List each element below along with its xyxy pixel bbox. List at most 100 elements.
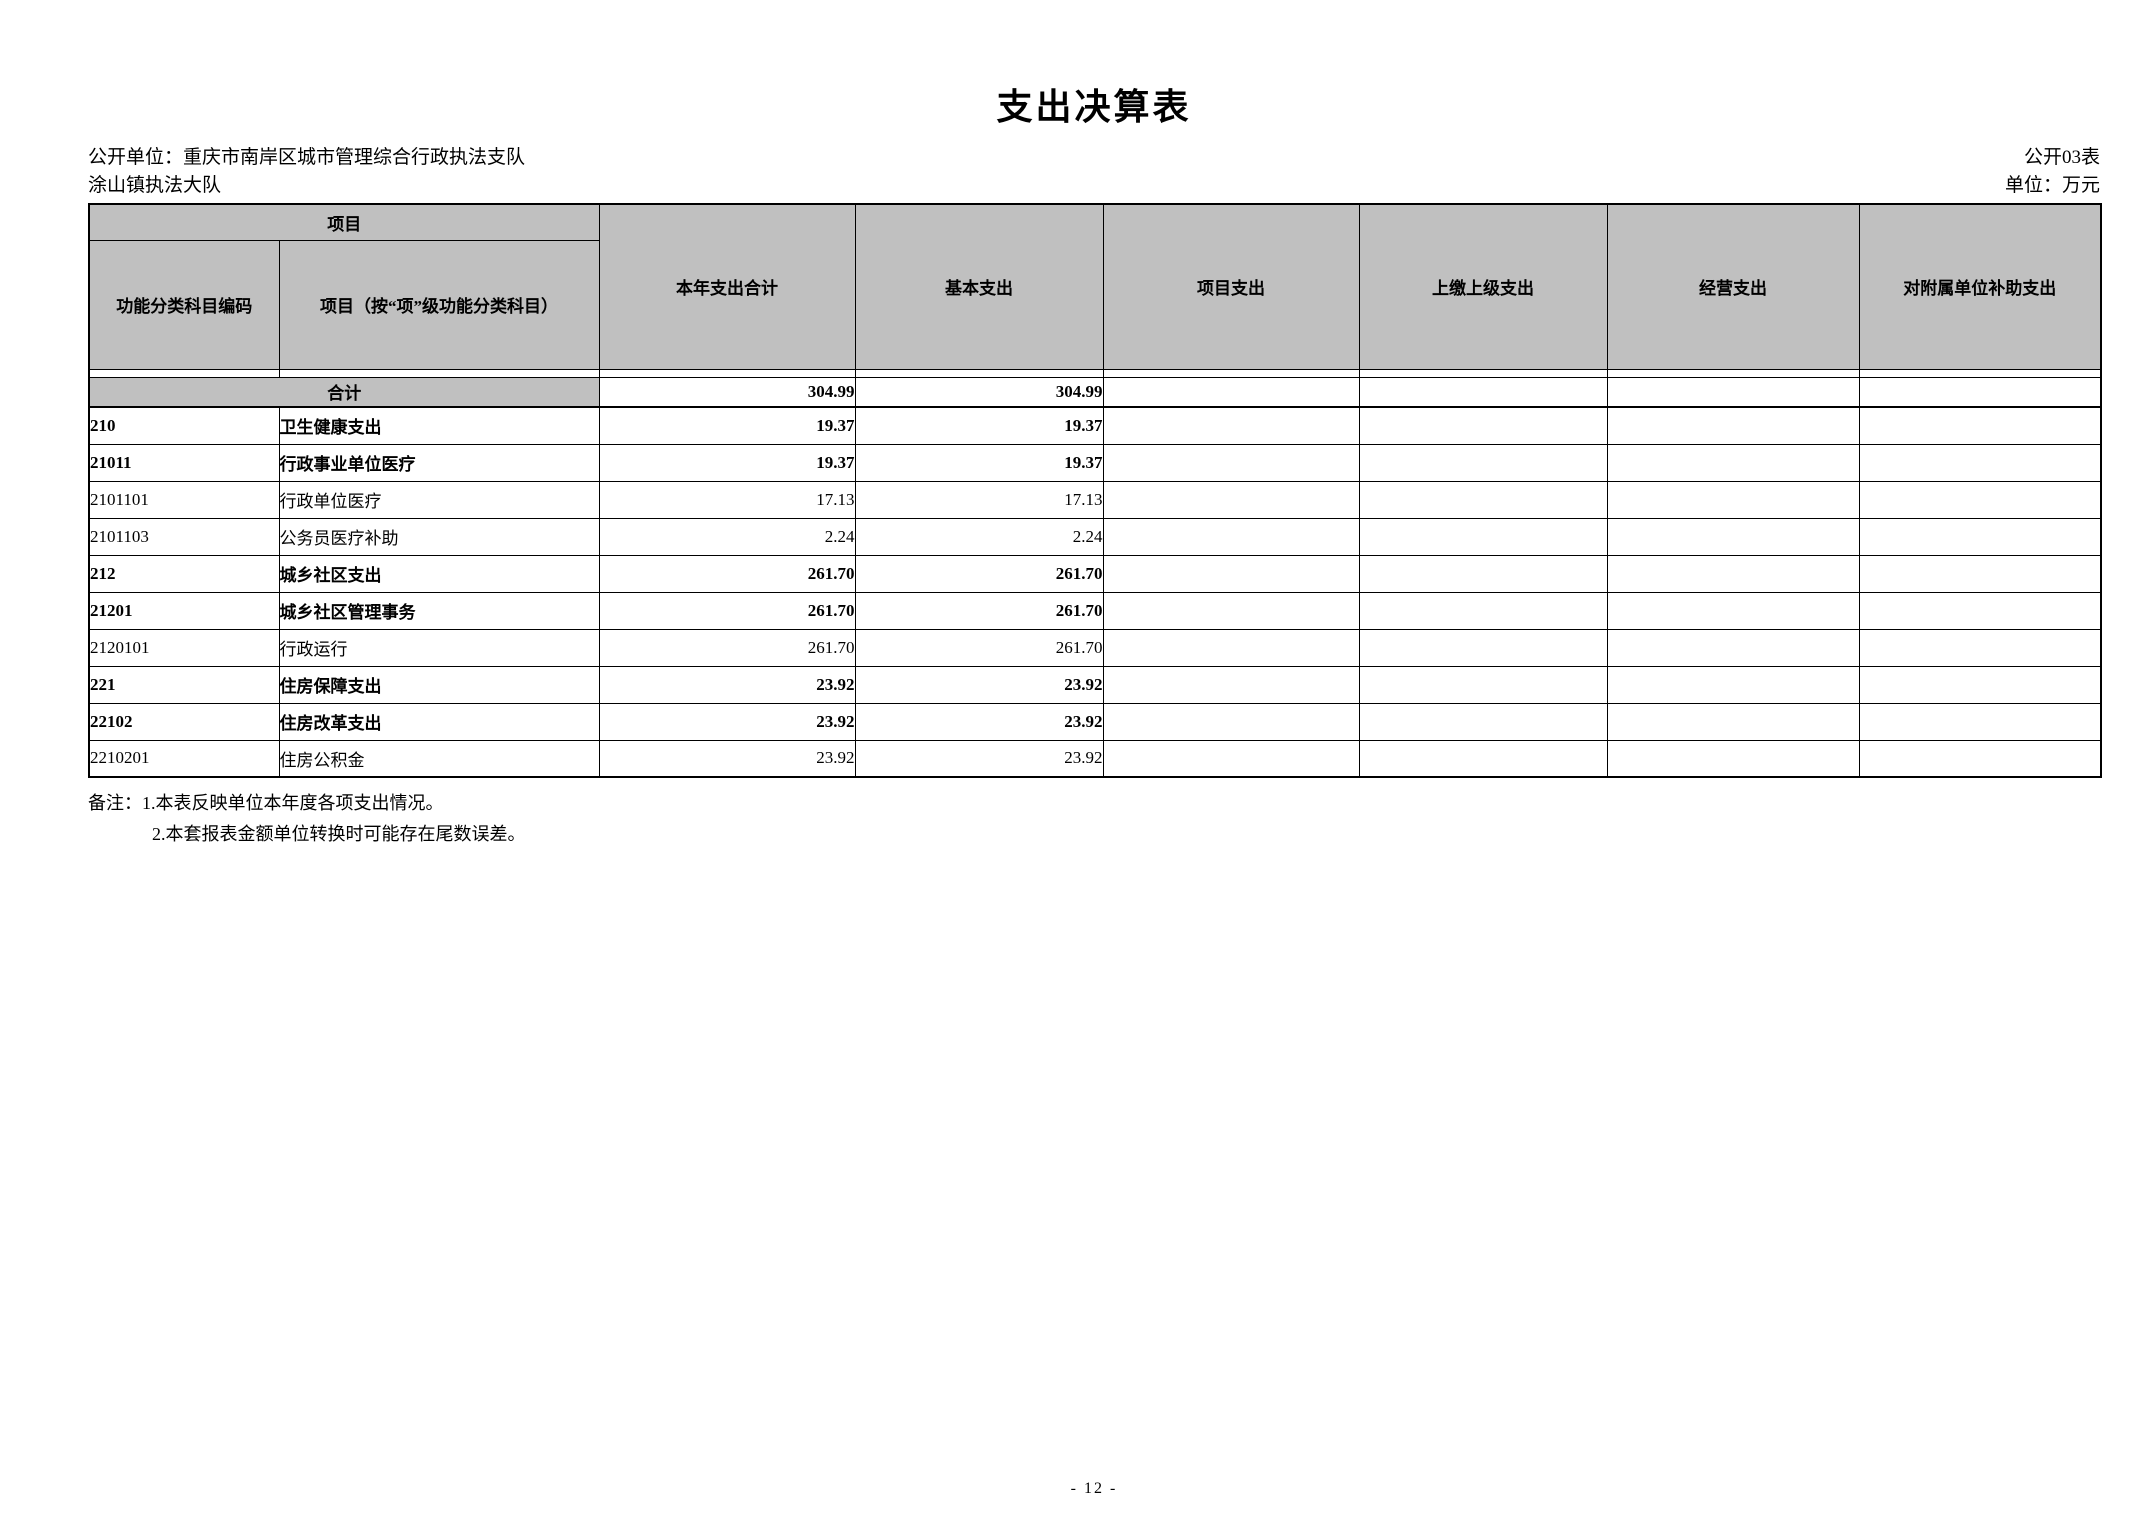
row-value [1858,628,2102,667]
row-value [1358,628,1608,667]
row-name: 城乡社区支出 [278,554,600,593]
row-name: 住房公积金 [278,739,600,778]
header-col-operating: 经营支出 [1606,203,1860,370]
row-value: 17.13 [854,480,1104,519]
row-value [1606,480,1860,519]
total-label: 合计 [88,376,600,408]
row-value: 23.92 [854,739,1104,778]
row-value [1606,665,1860,704]
expenditure-table: 项目 本年支出合计 基本支出 项目支出 上缴上级支出 经营支出 对附属单位补助支… [88,203,2102,778]
table-row: 221 住房保障支出 23.92 23.92 [88,665,2102,704]
row-value [1358,406,1608,445]
total-value [1102,376,1360,408]
row-value [1858,739,2102,778]
notes: 备注：1.本表反映单位本年度各项支出情况。 2.本套报表金额单位转换时可能存在尾… [88,788,2100,850]
header-col-subsidy: 对附属单位补助支出 [1858,203,2102,370]
table-row: 2101103 公务员医疗补助 2.24 2.24 [88,517,2102,556]
total-value [1358,376,1608,408]
row-value: 261.70 [598,628,856,667]
header-col-project-exp: 项目支出 [1102,203,1360,370]
table-row: 21201 城乡社区管理事务 261.70 261.70 [88,591,2102,630]
row-value: 261.70 [598,591,856,630]
table-row-total: 合计 304.99 304.99 [88,376,2102,408]
row-value: 19.37 [598,443,856,482]
row-code: 21011 [88,443,280,482]
row-value: 261.70 [598,554,856,593]
page-number: - 12 - [1070,1480,1118,1497]
row-value [1358,591,1608,630]
table-row: 22102 住房改革支出 23.92 23.92 [88,702,2102,741]
page-content: 支出决算表 公开单位：重庆市南岸区城市管理综合行政执法支队 涂山镇执法大队 公开… [88,87,2102,850]
publisher-name-part2: 涂山镇执法大队 [88,175,222,196]
row-value: 17.13 [598,480,856,519]
row-value [1358,702,1608,741]
row-code: 2210201 [88,739,280,778]
row-value [1858,443,2102,482]
row-value: 2.24 [854,517,1104,556]
header-col-code: 功能分类科目编码 [88,239,280,370]
row-value: 23.92 [598,739,856,778]
row-code: 2120101 [88,628,280,667]
row-code: 2101103 [88,517,280,556]
form-meta-info: 公开03表 单位：万元 [2005,144,2100,200]
row-value [1358,443,1608,482]
row-value [1606,628,1860,667]
note-line-1: 备注：1.本表反映单位本年度各项支出情况。 [88,788,2100,819]
table-body: 合计 304.99 304.99 210 卫生健康支出 19.37 19.37 … [88,368,2102,778]
row-name: 公务员医疗补助 [278,517,600,556]
row-value [1606,591,1860,630]
spacer-row [88,368,2102,378]
row-value [1358,739,1608,778]
row-value [1102,702,1360,741]
row-value [1102,591,1360,630]
total-value: 304.99 [854,376,1104,408]
row-value [1606,702,1860,741]
table-row: 2101101 行政单位医疗 17.13 17.13 [88,480,2102,519]
header-col-year-total: 本年支出合计 [598,203,856,370]
note-text-2: 2.本套报表金额单位转换时可能存在尾数误差。 [152,824,526,844]
row-value: 19.37 [854,443,1104,482]
table-header: 项目 本年支出合计 基本支出 项目支出 上缴上级支出 经营支出 对附属单位补助支… [88,203,2102,370]
row-value [1358,480,1608,519]
table-header-row-1: 项目 本年支出合计 基本支出 项目支出 上缴上级支出 经营支出 对附属单位补助支… [88,203,2102,370]
row-value [1858,702,2102,741]
row-code: 221 [88,665,280,704]
row-value: 23.92 [854,665,1104,704]
row-value: 2.24 [598,517,856,556]
publisher-line-1: 公开单位：重庆市南岸区城市管理综合行政执法支队 [88,144,525,172]
row-value [1858,591,2102,630]
row-value [1358,554,1608,593]
page-title: 支出决算表 [996,87,1192,127]
row-value [1606,443,1860,482]
row-value: 261.70 [854,591,1104,630]
row-value [1606,517,1860,556]
table-row: 21011 行政事业单位医疗 19.37 19.37 [88,443,2102,482]
row-value [1102,517,1360,556]
row-value: 23.92 [598,702,856,741]
row-value: 261.70 [854,554,1104,593]
form-code: 公开03表 [2023,147,2100,168]
row-value [1102,480,1360,519]
row-code: 22102 [88,702,280,741]
publisher-line-2: 涂山镇执法大队 [88,172,525,200]
table-header-row-2: 功能分类科目编码 项目（按“项”级功能分类科目） [88,239,2101,370]
header-info-row: 公开单位：重庆市南岸区城市管理综合行政执法支队 涂山镇执法大队 公开03表 单位… [88,144,2100,200]
table-row: 210 卫生健康支出 19.37 19.37 [88,406,2102,445]
header-col-upper-level: 上缴上级支出 [1358,203,1608,370]
row-value [1858,480,2102,519]
row-name: 行政单位医疗 [278,480,600,519]
row-value [1102,739,1360,778]
row-value [1358,517,1608,556]
row-name: 卫生健康支出 [278,406,600,445]
header-col-name: 项目（按“项”级功能分类科目） [278,239,600,370]
row-value [1102,406,1360,445]
header-col-basic: 基本支出 [854,203,1104,370]
row-code: 210 [88,406,280,445]
row-value [1102,443,1360,482]
publisher-label: 公开单位： [88,147,184,168]
total-value [1606,376,1860,408]
unit-of-measure: 单位：万元 [2004,175,2100,196]
row-value [1858,406,2102,445]
row-value: 19.37 [854,406,1104,445]
